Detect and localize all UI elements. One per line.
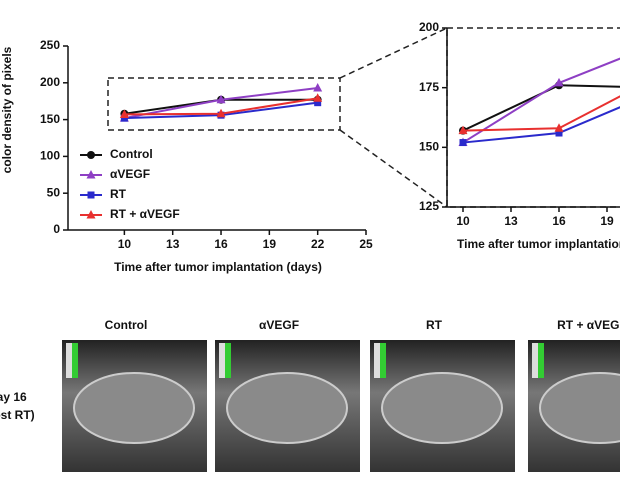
tumor-region <box>73 372 195 444</box>
series-line <box>462 106 620 144</box>
legend-marker <box>86 170 96 179</box>
marker <box>554 77 564 87</box>
marker <box>313 82 323 92</box>
y-tick-label: 150 <box>419 140 439 154</box>
row-label: Day 16 <box>0 390 27 404</box>
marker <box>216 94 226 104</box>
color-bar <box>225 343 231 378</box>
y-tick-label: 150 <box>40 112 60 126</box>
image-row <box>62 340 620 472</box>
marker <box>313 93 323 102</box>
scale-bar <box>219 343 225 378</box>
panel-label: RT <box>426 318 443 332</box>
marker <box>555 129 563 137</box>
color-bar <box>538 343 544 378</box>
x-tick-label: 10 <box>118 237 132 251</box>
y-tick-label: 200 <box>419 20 439 34</box>
marker <box>458 125 468 135</box>
panel-label: αVEGF <box>259 318 299 332</box>
y-tick-label: 250 <box>40 38 60 52</box>
color-bar <box>72 343 78 378</box>
marker <box>120 114 128 122</box>
x-tick-label: 13 <box>166 237 180 251</box>
marker <box>314 99 322 107</box>
y-tick-label: 200 <box>40 75 60 89</box>
legend-label: RT + αVEGF <box>110 207 180 221</box>
plot-area <box>458 57 620 147</box>
color-bar <box>380 343 386 378</box>
scale-bar <box>374 343 380 378</box>
marker <box>459 139 467 147</box>
marker <box>119 109 129 118</box>
x-tick-label: 10 <box>456 214 470 228</box>
x-axis-label: Time after tumor implantation (days) <box>114 260 322 274</box>
y-tick-label: 50 <box>47 185 61 199</box>
y-tick-label: 175 <box>419 80 439 94</box>
tumor-region <box>381 372 503 444</box>
legend-label: Control <box>110 147 153 161</box>
legend-label: RT <box>110 187 127 201</box>
x-tick-label: 16 <box>214 237 228 251</box>
marker <box>554 123 564 132</box>
x-tick-label: 25 <box>359 237 373 251</box>
x-axis-label: Time after tumor implantation (days) <box>457 237 620 251</box>
legend-label: αVEGF <box>110 167 150 181</box>
x-tick-label: 19 <box>600 214 614 228</box>
y-tick-label: 100 <box>40 149 60 163</box>
scale-bar <box>532 343 538 378</box>
row-label: (post RT) <box>0 408 35 422</box>
x-tick-label: 19 <box>263 237 277 251</box>
y-axis-label: color density of pixels <box>0 46 14 173</box>
legend-marker <box>87 191 95 199</box>
marker <box>216 108 226 118</box>
panel-label: RT + αVEGF <box>557 318 620 332</box>
x-tick-label: 22 <box>311 237 325 251</box>
tumor-region <box>539 372 620 444</box>
x-tick-label: 16 <box>552 214 566 228</box>
legend-marker <box>86 210 96 219</box>
y-tick-label: 0 <box>53 222 60 236</box>
panel-label: Control <box>105 318 148 332</box>
x-tick-label: 13 <box>504 214 518 228</box>
tumor-region <box>226 372 348 444</box>
scale-bar <box>66 343 72 378</box>
legend-marker <box>87 151 95 159</box>
zoom-box <box>107 27 620 208</box>
y-tick-label: 125 <box>419 199 439 213</box>
